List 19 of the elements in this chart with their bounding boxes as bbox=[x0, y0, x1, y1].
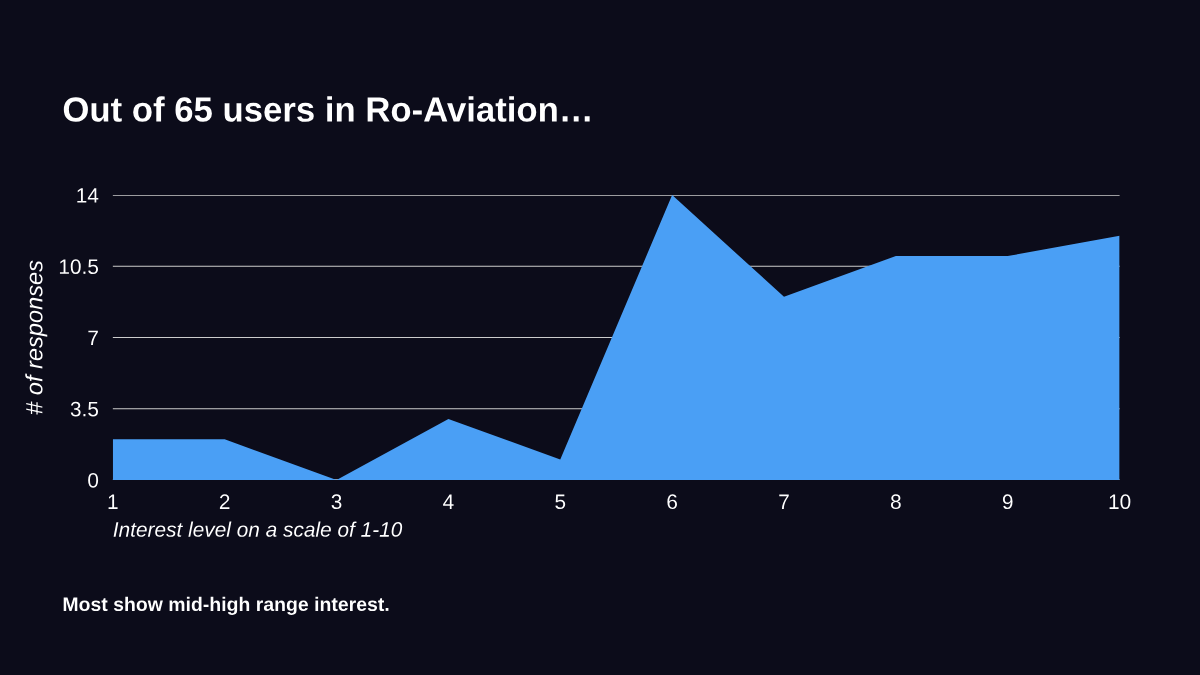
x-tick-label: 10 bbox=[1109, 494, 1131, 510]
y-tick-label: 0 bbox=[88, 472, 99, 488]
y-tick-label: 7 bbox=[88, 330, 98, 346]
y-tick-label: 14 bbox=[77, 188, 99, 203]
x-tick-label: 5 bbox=[555, 494, 566, 510]
chart-title: Out of 65 users in Ro-Aviation… bbox=[63, 96, 590, 122]
x-tick-label: 8 bbox=[890, 494, 901, 510]
y-axis-title: # of responses bbox=[25, 260, 48, 415]
x-tick-label: 1 bbox=[108, 494, 118, 509]
text: Most show mid-high range interest. bbox=[63, 596, 389, 615]
x-axis-title: Interest level on a scale of 1-10 bbox=[113, 521, 403, 537]
y-tick-label: 10.5 bbox=[59, 259, 99, 275]
y-tick-label: 3.5 bbox=[70, 401, 99, 417]
x-tick-label: 3 bbox=[331, 494, 342, 510]
x-tick-label: 9 bbox=[1002, 494, 1013, 510]
x-tick-label: 7 bbox=[779, 494, 789, 509]
x-tick-label: 2 bbox=[219, 494, 230, 509]
x-tick-label: 6 bbox=[667, 494, 678, 510]
x-tick-label: 4 bbox=[443, 494, 454, 509]
